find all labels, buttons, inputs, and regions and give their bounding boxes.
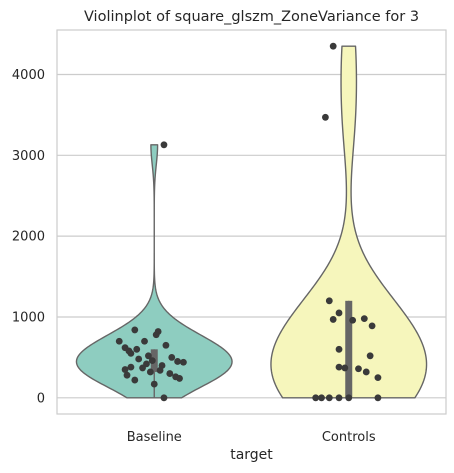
data-point (176, 375, 183, 382)
y-tick-label: 3000 (12, 149, 45, 164)
data-point (345, 394, 353, 402)
data-point (322, 113, 329, 121)
plot-frame (56, 29, 447, 415)
data-point (335, 394, 343, 402)
data-point (335, 363, 343, 371)
y-tick-label: 0 (37, 391, 45, 406)
data-point (141, 337, 148, 345)
data-point (174, 358, 181, 365)
data-point (341, 364, 349, 372)
x-tick-label: Controls (322, 430, 376, 445)
data-point (355, 365, 362, 373)
data-point (156, 366, 164, 374)
y-tick-label: 4000 (12, 68, 45, 83)
y-tick-labels: 0 1000 2000 3000 4000 (12, 68, 45, 406)
data-point (115, 337, 123, 345)
data-point (349, 316, 357, 324)
data-point (162, 341, 170, 349)
data-point (180, 358, 187, 366)
data-point (374, 394, 382, 402)
x-tick-label: Baseline (127, 430, 182, 445)
x-axis-label: target (230, 447, 273, 463)
violins (75, 45, 428, 399)
data-point (123, 371, 131, 379)
y-tick-label: 2000 (12, 230, 45, 245)
data-point (148, 357, 156, 365)
violin-baseline (75, 144, 233, 399)
data-point (366, 352, 374, 360)
data-point (152, 331, 160, 339)
data-point (127, 363, 135, 371)
data-point (362, 368, 370, 376)
data-point (131, 326, 139, 334)
data-point (150, 380, 158, 388)
data-point (374, 374, 382, 382)
data-point (145, 352, 152, 360)
data-point (329, 316, 337, 323)
data-point (325, 297, 333, 305)
y-tick-label: 1000 (12, 310, 45, 325)
data-point (368, 322, 376, 330)
data-point (335, 345, 343, 353)
x-tick-labels: Baseline Controls (127, 430, 376, 445)
iqr-box (345, 300, 353, 398)
strip-points (115, 42, 382, 402)
data-point (133, 345, 141, 353)
data-point (121, 366, 129, 373)
data-point (127, 349, 135, 357)
data-point (335, 309, 343, 317)
data-point (166, 370, 174, 377)
data-point (131, 376, 139, 384)
data-point (160, 141, 168, 149)
data-point (160, 394, 168, 402)
data-point (135, 355, 143, 363)
data-point (318, 394, 325, 402)
chart-title: Violinplot of square_glszm_ZoneVariance … (84, 9, 419, 25)
data-point (325, 394, 333, 402)
data-point (360, 315, 368, 323)
violin-controls (270, 45, 428, 399)
data-point (312, 394, 320, 402)
data-point (146, 368, 154, 376)
data-point (329, 42, 337, 50)
data-point (168, 354, 176, 361)
data-point (139, 364, 146, 372)
